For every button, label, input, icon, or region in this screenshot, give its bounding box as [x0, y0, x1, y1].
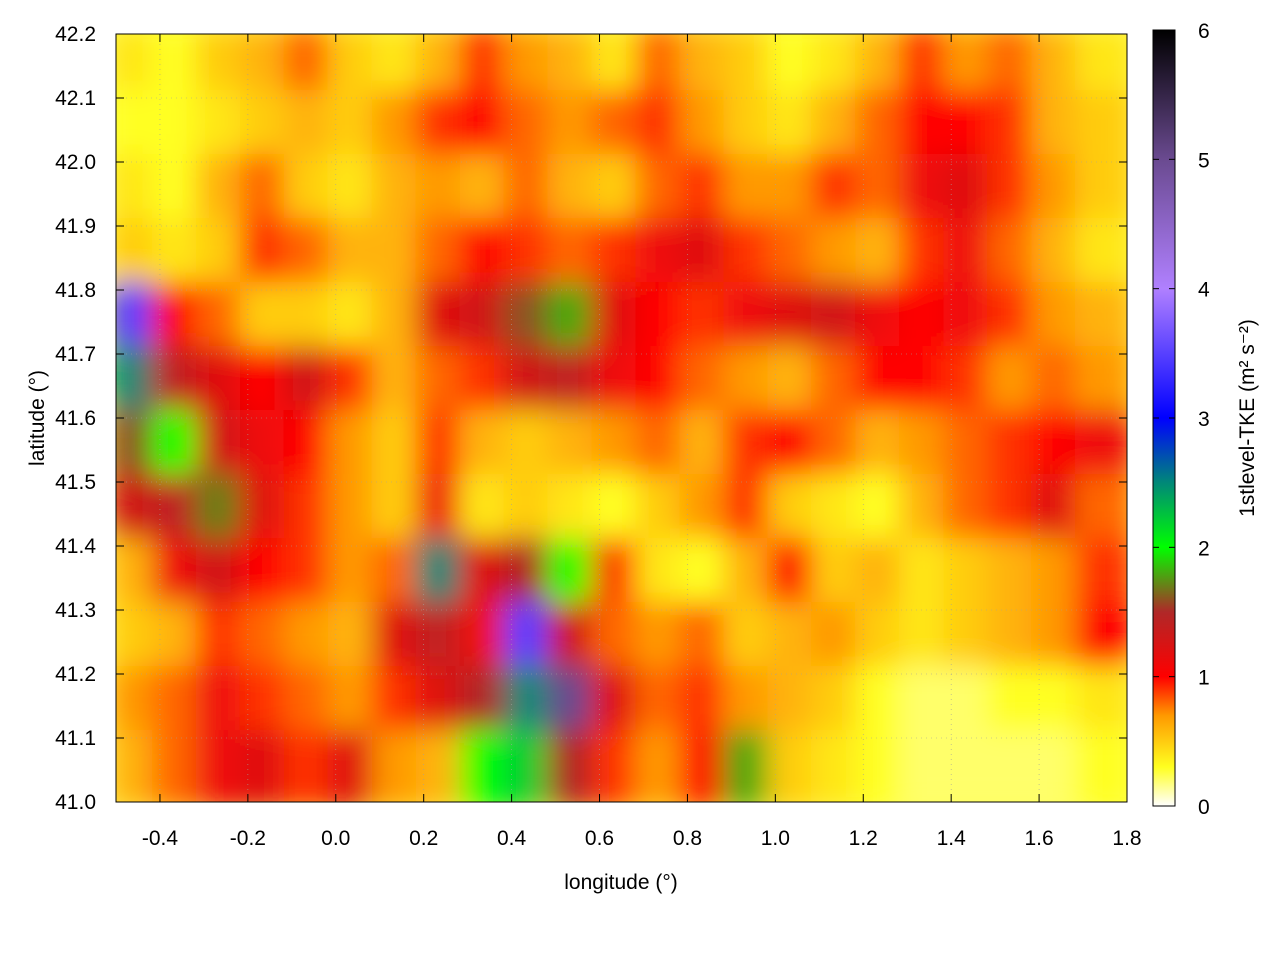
y-tick-label: 41.9: [55, 215, 96, 238]
x-tick-label: 1.4: [937, 827, 967, 850]
y-tick-label: 41.3: [55, 599, 96, 622]
y-tick-label: 41.0: [55, 791, 96, 814]
x-tick-label: -0.4: [142, 827, 179, 850]
colorbar-tick-label: 4: [1198, 279, 1210, 302]
y-tick-label: 42.1: [55, 87, 96, 110]
colorbar: 0 1 2 3 4 5 6 1stlevel-TKE (m² s⁻²): [1152, 20, 1259, 819]
colorbar-tick-label: 5: [1198, 149, 1210, 172]
heatmap-cell: [1075, 730, 1127, 802]
x-tick-label: 0.2: [409, 827, 438, 850]
x-tick-label: 0.0: [321, 827, 350, 850]
y-tick-label: 41.1: [55, 727, 96, 750]
x-tick-label: 1.2: [849, 827, 878, 850]
y-tick-label: 41.8: [55, 279, 96, 302]
x-tick-label: 1.6: [1024, 827, 1053, 850]
y-tick-label: 41.6: [55, 407, 96, 430]
y-tick-label: 41.7: [55, 343, 96, 366]
x-tick-label: -0.2: [230, 827, 266, 850]
y-tick-label: 42.0: [55, 151, 96, 174]
x-axis-label: longitude (°): [564, 871, 677, 894]
x-tick-label: 0.4: [497, 827, 527, 850]
y-tick-label: 42.2: [55, 23, 96, 46]
colorbar-tick-label: 3: [1198, 408, 1210, 431]
colorbar-tick-label: 0: [1198, 796, 1210, 819]
x-tick-label: 0.8: [673, 827, 702, 850]
x-tick-label: 1.0: [761, 827, 790, 850]
x-tick-label: 1.8: [1112, 827, 1141, 850]
y-axis-label: latitude (°): [26, 370, 49, 466]
x-tick-label: 0.6: [585, 827, 614, 850]
grid-lines: [116, 34, 1127, 802]
colorbar-label: 1stlevel-TKE (m² s⁻²): [1236, 319, 1259, 517]
colorbar-tick-label: 1: [1198, 667, 1210, 690]
y-tick-label: 41.2: [55, 663, 96, 686]
x-axis: -0.4 -0.2 0.0 0.2 0.4 0.6 0.8 1.0 1.2 1.4 1.6 1.8: [142, 34, 1142, 850]
y-axis: 41.0 41.1 41.2 41.3 41.4 41.5 41.6 41.7 41.8 41.9…: [55, 23, 1127, 814]
plot-area: [116, 34, 1127, 802]
colorbar-ticks: 0 1 2 3 4 5 6: [1153, 20, 1210, 819]
heatmap-cells: [116, 34, 1127, 802]
colorbar-tick-label: 6: [1198, 20, 1210, 43]
y-tick-label: 41.4: [55, 535, 96, 558]
colorbar-tick-label: 2: [1198, 537, 1210, 560]
y-tick-label: 41.5: [55, 471, 96, 494]
